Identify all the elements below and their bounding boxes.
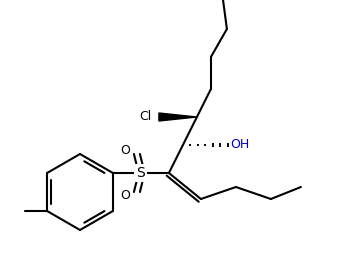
Polygon shape [159, 113, 197, 121]
Text: OH: OH [230, 139, 249, 152]
Text: S: S [137, 166, 145, 180]
Text: O: O [120, 190, 130, 203]
Text: Cl: Cl [139, 111, 151, 124]
Text: O: O [120, 143, 130, 156]
